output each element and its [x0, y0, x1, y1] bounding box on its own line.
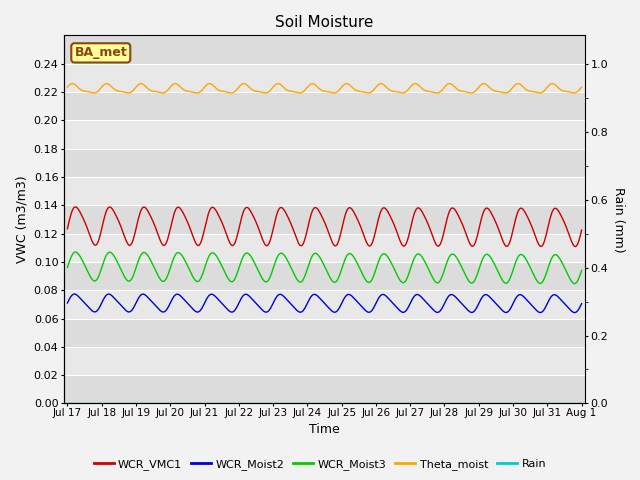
Bar: [64, 347, 585, 375]
Bar: [64, 92, 585, 120]
Bar: [64, 149, 585, 177]
Bar: [64, 64, 585, 92]
Bar: [64, 205, 585, 234]
Bar: [64, 290, 585, 319]
Bar: [64, 375, 585, 404]
Bar: [64, 262, 585, 290]
Bar: [64, 234, 585, 262]
Y-axis label: VWC (m3/m3): VWC (m3/m3): [15, 176, 28, 263]
Bar: [64, 120, 585, 149]
X-axis label: Time: Time: [309, 423, 340, 436]
Bar: [64, 319, 585, 347]
Title: Soil Moisture: Soil Moisture: [275, 15, 374, 30]
Text: BA_met: BA_met: [74, 47, 127, 60]
Legend: WCR_VMC1, WCR_Moist2, WCR_Moist3, Theta_moist, Rain: WCR_VMC1, WCR_Moist2, WCR_Moist3, Theta_…: [89, 455, 551, 474]
Y-axis label: Rain (mm): Rain (mm): [612, 187, 625, 252]
Bar: [64, 177, 585, 205]
